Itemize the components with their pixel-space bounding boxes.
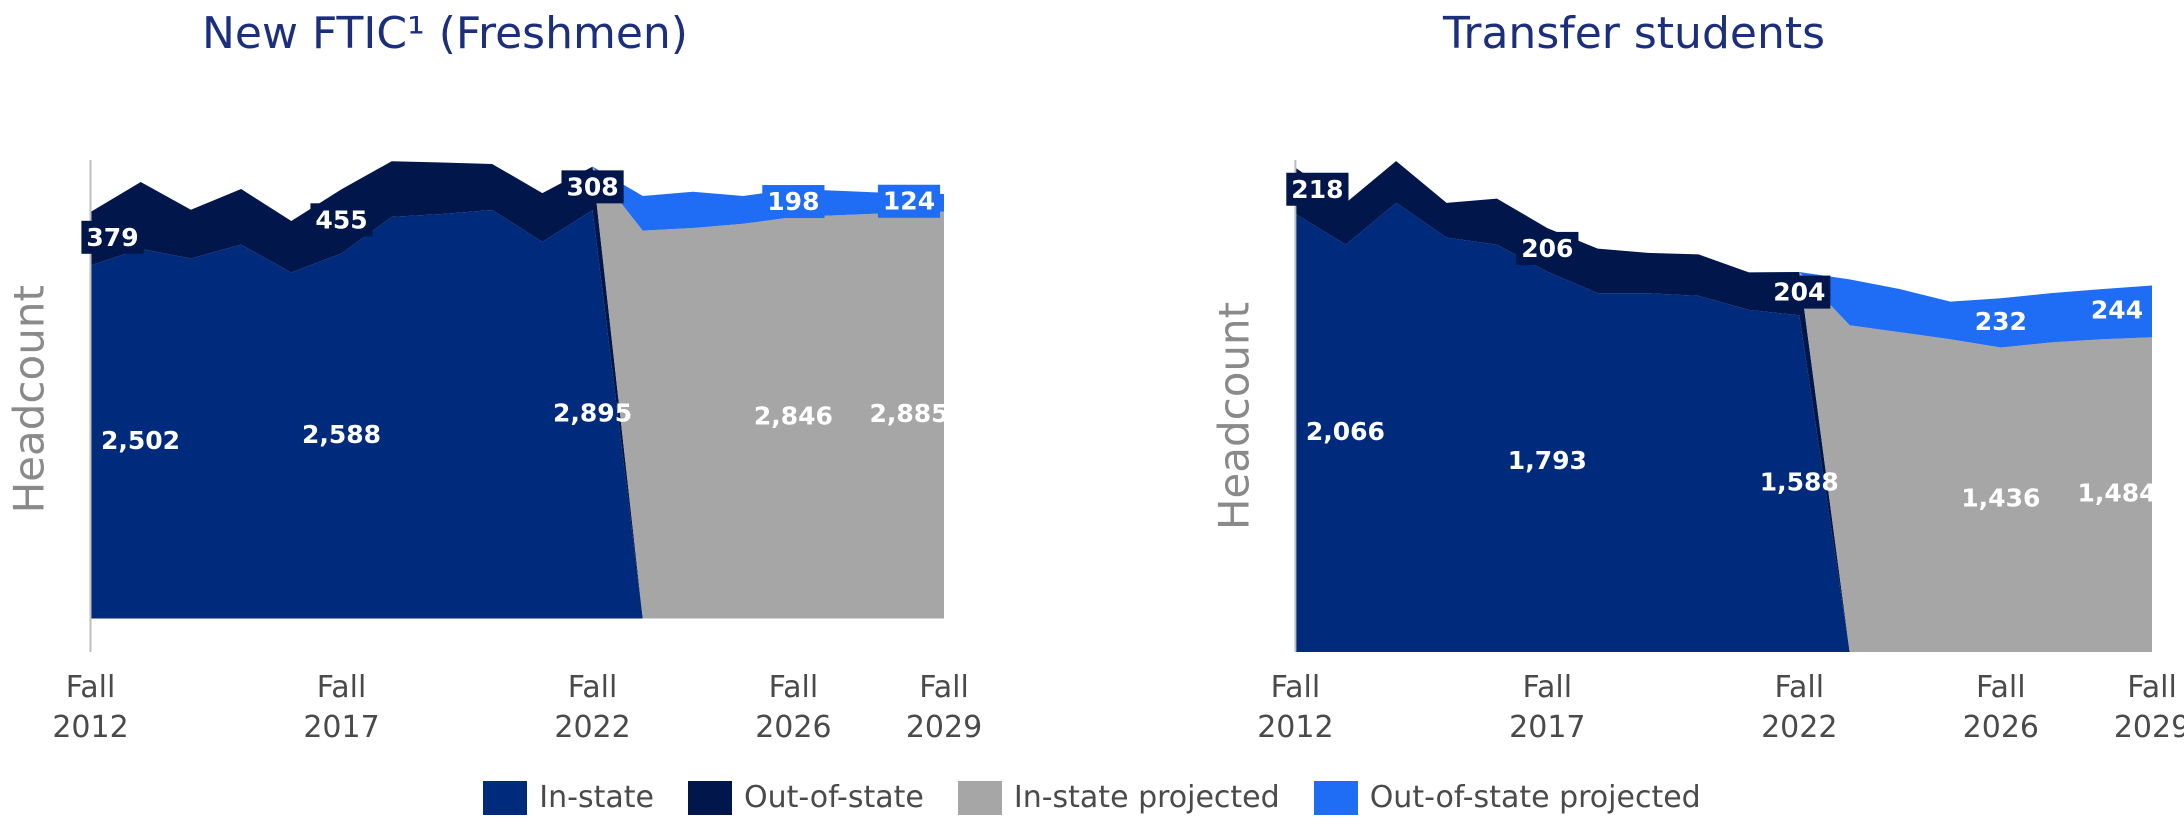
chart-title: New FTIC¹ (Freshmen) (202, 8, 688, 59)
data-label-box (81, 220, 144, 254)
legend-swatch (1313, 780, 1358, 815)
area (1295, 161, 2152, 348)
x-tick-label: Fall 2022 (554, 670, 631, 745)
area (90, 161, 944, 619)
data-label-box (762, 185, 825, 219)
x-tick-label: Fall 2012 (1257, 670, 1334, 745)
data-label-box (310, 203, 373, 237)
data-label-box (2085, 293, 2149, 327)
data-label: 455 (315, 205, 367, 234)
x-tick-label: Fall 2026 (755, 670, 832, 745)
x-tick-label: Fall 2022 (1761, 670, 1838, 745)
data-label-box (1768, 275, 1831, 309)
data-label: 2,895 (553, 398, 632, 427)
legend-item: Out-of-state (687, 780, 924, 815)
x-tick-label: Fall 2012 (52, 670, 129, 745)
data-label: 198 (767, 187, 819, 216)
legend-label: In-state projected (1013, 780, 1280, 815)
legend-swatch (687, 780, 732, 815)
data-label: 218 (1291, 175, 1343, 204)
data-label: 2,066 (1306, 417, 1385, 446)
data-label: 244 (2091, 295, 2143, 324)
data-label: 2,846 (754, 402, 833, 431)
x-tick-label: Fall 2017 (1509, 670, 1586, 745)
data-label: 308 (566, 172, 618, 201)
legend-swatch (957, 780, 1002, 815)
data-label: 204 (1773, 278, 1825, 307)
area (1295, 161, 2152, 652)
data-label-box (1516, 231, 1579, 265)
area (1295, 202, 2152, 652)
data-label: 206 (1521, 234, 1573, 263)
data-label: 232 (1975, 307, 2027, 336)
x-tick-label: Fall 2029 (905, 670, 983, 745)
x-tick-label: Fall 2026 (1962, 670, 2039, 745)
y-axis-label: Headcount (1210, 302, 1259, 530)
data-label-box (1969, 304, 2032, 338)
legend-item: In-state projected (957, 780, 1280, 815)
legend-item: In-state (483, 780, 654, 815)
x-tick-label: Fall 2029 (2113, 670, 2184, 745)
data-label: 1,793 (1508, 446, 1587, 475)
data-label-box (1286, 172, 1349, 206)
legend-label: In-state (539, 780, 654, 815)
area (90, 161, 944, 619)
area (90, 209, 944, 619)
area (1295, 161, 2152, 652)
legend-label: Out-of-state projected (1369, 780, 1701, 815)
y-axis-label: Headcount (5, 285, 54, 513)
chart-title: Transfer students (1442, 8, 1825, 59)
data-label: 1,436 (1961, 484, 2040, 513)
data-label: 1,588 (1760, 468, 1839, 497)
data-label-box (561, 170, 624, 204)
legend-label: Out-of-state (743, 780, 924, 815)
data-label: 2,885 (869, 399, 948, 428)
legend-swatch (483, 780, 528, 815)
data-label-box (877, 184, 941, 218)
legend-item: Out-of-state projected (1313, 780, 1701, 815)
data-label: 2,502 (101, 426, 180, 455)
legend: In-state Out-of-state In-state projected Ou… (0, 780, 2184, 815)
data-label: 2,588 (302, 420, 381, 449)
x-tick-label: Fall 2017 (303, 670, 380, 745)
data-label: 379 (86, 223, 138, 252)
area (90, 161, 944, 231)
data-label: 124 (883, 187, 935, 216)
data-label: 1,484 (2077, 479, 2156, 508)
